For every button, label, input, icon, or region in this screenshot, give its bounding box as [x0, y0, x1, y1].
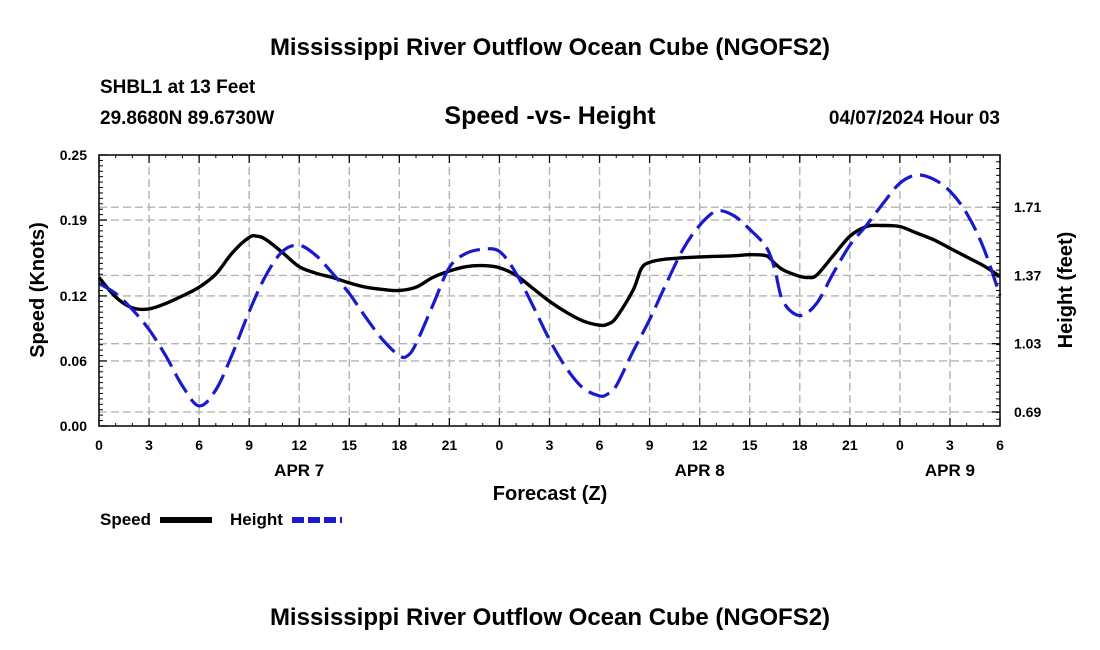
y-tick-label-right: 1.03: [1014, 336, 1041, 352]
x-axis-label: Forecast (Z): [493, 483, 607, 505]
location-label: 29.8680N 89.6730W: [100, 108, 274, 129]
x-tick-label: 0: [95, 437, 103, 453]
x-tick-label: 9: [646, 437, 654, 453]
right-axis-ticks: 0.69 1.03 1.37 1.71: [992, 199, 1041, 420]
date-label: APR 7: [274, 461, 324, 480]
date-labels: APR 7 APR 8 APR 9: [274, 461, 975, 480]
x-tick-label: 12: [692, 437, 708, 453]
footer-title: Mississippi River Outflow Ocean Cube (NG…: [270, 604, 830, 631]
x-tick-label: 15: [742, 437, 758, 453]
x-tick-label: 12: [291, 437, 307, 453]
legend: Speed Height: [100, 510, 342, 529]
x-tick-label: 0: [896, 437, 904, 453]
y-tick-label-right: 0.69: [1014, 404, 1041, 420]
x-tick-label: 6: [195, 437, 203, 453]
left-axis-ticks: 0.00 0.06 0.12 0.19 0.25: [60, 147, 107, 434]
y-axis-label-left: Speed (Knots): [27, 222, 49, 358]
x-axis-ticks: 0 3 6 9 12 15 18 21 0 3 6 9 12 15 18 21 0 3 6: [95, 155, 1004, 453]
x-tick-label: 6: [996, 437, 1004, 453]
y-tick-label-left: 0.25: [60, 147, 87, 163]
x-tick-label: 21: [842, 437, 858, 453]
series-line-speed: [97, 223, 1001, 328]
station-label: SHBL1 at 13 Feet: [100, 77, 256, 98]
x-tick-label: 3: [946, 437, 954, 453]
legend-speed-label: Speed: [100, 510, 151, 529]
y-tick-label-left: 0.00: [60, 418, 87, 434]
date-label: APR 9: [925, 461, 975, 480]
x-tick-label: 6: [596, 437, 604, 453]
x-tick-label: 3: [145, 437, 153, 453]
x-tick-label: 18: [392, 437, 408, 453]
chart-subtitle: Speed -vs- Height: [444, 102, 656, 130]
date-label: APR 8: [675, 461, 725, 480]
y-tick-label-left: 0.06: [60, 353, 87, 369]
x-tick-label: 18: [792, 437, 808, 453]
x-tick-label: 9: [245, 437, 253, 453]
series-line-height: [98, 173, 1002, 408]
y-tick-label-right: 1.71: [1014, 199, 1041, 215]
y-axis-label-right: Height (feet): [1055, 232, 1077, 349]
chart-title: Mississippi River Outflow Ocean Cube (NG…: [270, 34, 830, 61]
x-tick-label: 15: [341, 437, 357, 453]
datetime-label: 04/07/2024 Hour 03: [829, 108, 1000, 129]
x-tick-label: 3: [546, 437, 554, 453]
x-tick-label: 0: [496, 437, 504, 453]
legend-height-label: Height: [230, 510, 283, 529]
y-tick-label-left: 0.19: [60, 212, 87, 228]
y-tick-label-right: 1.37: [1014, 267, 1041, 283]
grid: [99, 155, 1000, 426]
y-tick-label-left: 0.12: [60, 288, 87, 304]
x-tick-label: 21: [442, 437, 458, 453]
series-layer: [97, 173, 1002, 408]
